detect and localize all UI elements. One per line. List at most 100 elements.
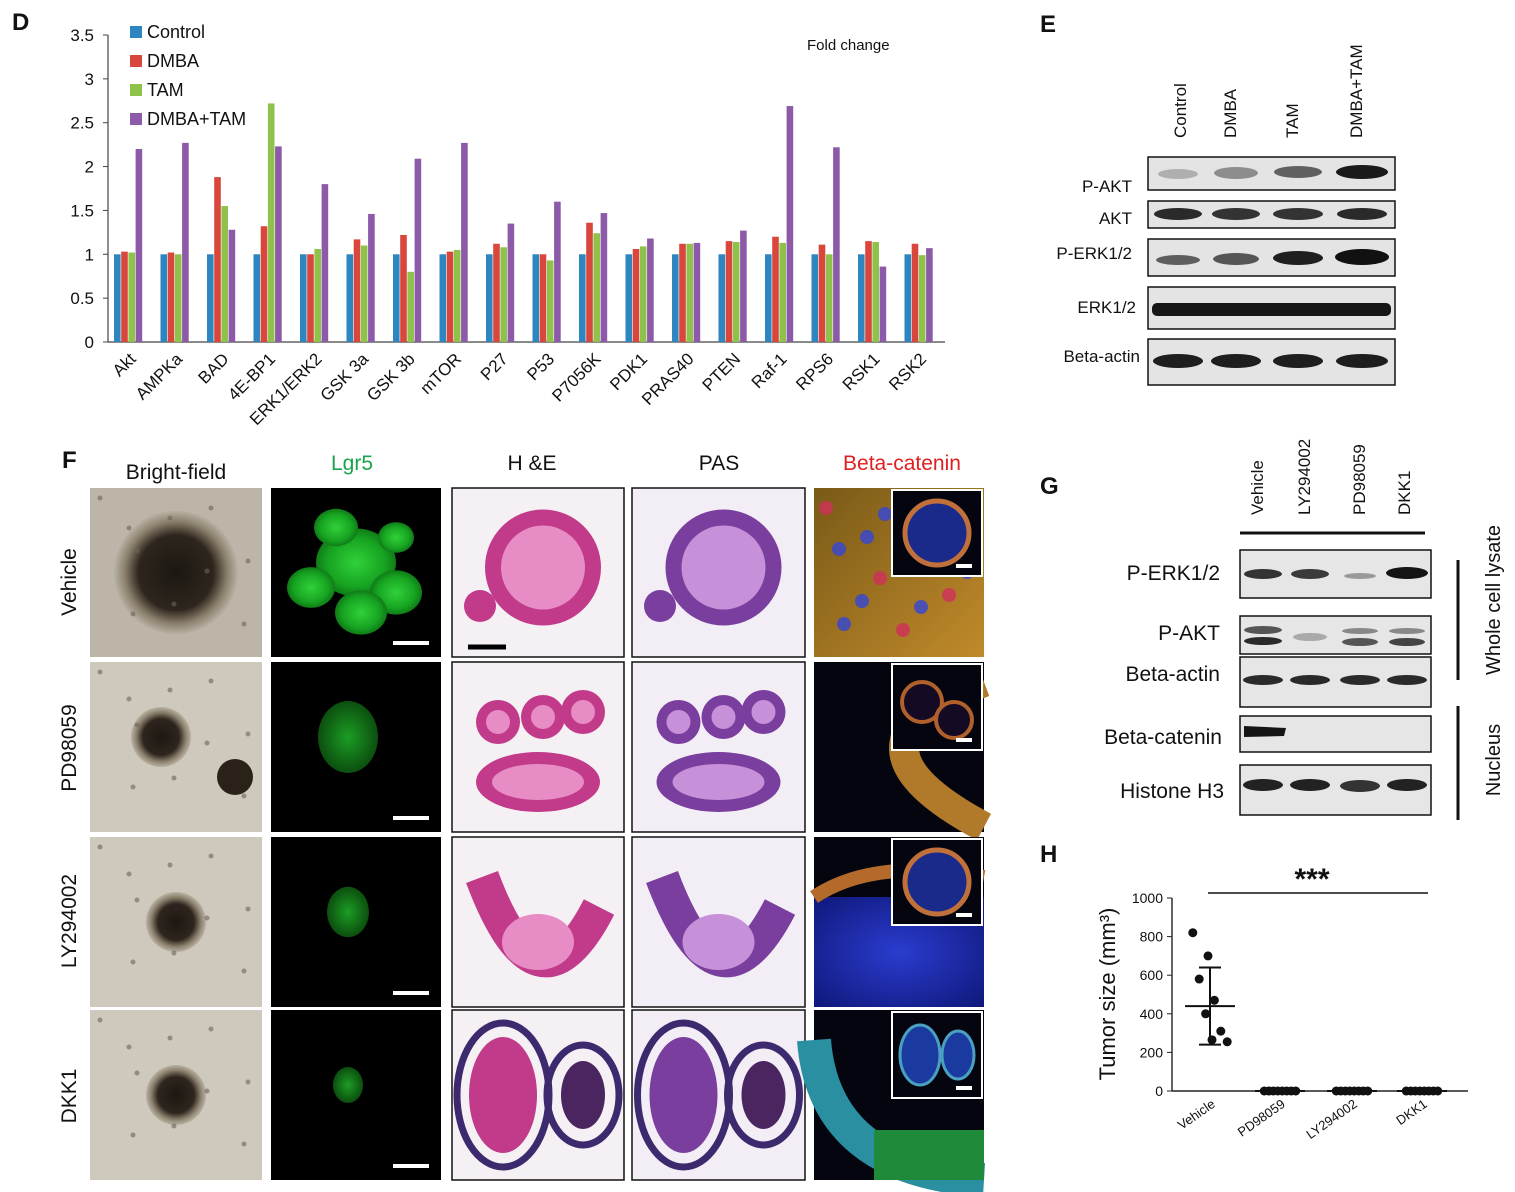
micrograph <box>271 837 441 1007</box>
y-tick-label: 1.5 <box>70 201 94 220</box>
blot-p-erk <box>1239 549 1432 599</box>
micrograph <box>814 488 984 657</box>
tumor-size-dot-plot: 1000 800 600 400 200 0 Tumor size (mm³) Vehicle… <box>1095 863 1468 1142</box>
x-tick-label: Akt <box>109 349 140 380</box>
bar <box>507 223 515 342</box>
organoid-blob <box>217 759 253 795</box>
micrograph <box>90 662 262 832</box>
blot-beta-catenin <box>1239 715 1432 753</box>
data-point <box>1207 1035 1217 1045</box>
micrograph <box>90 837 262 1007</box>
x-tick-label: PDK1 <box>606 349 651 394</box>
fluorescent-blob <box>333 1067 363 1103</box>
inset-organoid <box>898 1023 942 1087</box>
bar <box>586 222 593 342</box>
y-tick-label: 600 <box>1140 967 1164 983</box>
inset-organoid <box>900 680 944 724</box>
bar <box>872 242 879 342</box>
bar <box>307 254 314 342</box>
inset-organoid <box>934 700 974 740</box>
speck <box>134 897 140 903</box>
bar <box>686 243 693 342</box>
blot-label: P-AKT <box>1158 622 1220 645</box>
speck <box>204 568 210 574</box>
significance-label: *** <box>1294 863 1329 896</box>
tissue-lumen <box>492 764 584 800</box>
y-axis-title: Tumor size (mm³) <box>1095 908 1120 1081</box>
bar <box>865 241 872 342</box>
row-label: DKK1 <box>58 1069 81 1124</box>
bar <box>260 226 268 342</box>
tissue-lumen <box>666 710 691 734</box>
fluorescent-blob <box>335 590 387 635</box>
y-tick-label: 800 <box>1140 929 1164 945</box>
speck <box>167 1035 173 1041</box>
column-header: Beta-catenin <box>843 452 961 475</box>
fluorescent-blob <box>318 701 378 773</box>
x-tick-label: P53 <box>523 349 558 384</box>
speck <box>130 611 136 617</box>
speck <box>167 687 173 693</box>
blot-p-erk <box>1147 238 1396 277</box>
lane-label: Vehicle <box>1248 460 1267 515</box>
organoid-blob <box>146 1065 206 1125</box>
tissue-ring <box>543 1041 623 1149</box>
legend-swatch <box>130 26 142 38</box>
tissue-ring <box>724 1041 803 1149</box>
tissue-section <box>741 1061 786 1129</box>
y-tick-label: 0.5 <box>70 289 94 308</box>
bar <box>639 246 647 342</box>
column-header: H &E <box>507 452 556 475</box>
y-tick-label: 2 <box>85 158 94 177</box>
tissue-lumen <box>681 525 766 610</box>
x-tick-label: RPS6 <box>792 349 837 394</box>
micrograph <box>90 1010 262 1180</box>
column-header: Bright-field <box>126 461 226 484</box>
inset-organoid <box>902 498 972 568</box>
bar <box>160 254 168 342</box>
bar <box>786 106 794 342</box>
data-point <box>1194 974 1204 984</box>
blot-beta-actin <box>1147 338 1396 386</box>
tissue-lumen <box>711 705 736 729</box>
bar <box>300 254 307 342</box>
y-tick-label: 200 <box>1140 1044 1164 1060</box>
speck <box>130 959 136 965</box>
blot-beta-actin <box>1239 656 1432 708</box>
y-tick-label: 1 <box>85 245 94 264</box>
blot-p-akt <box>1239 615 1432 655</box>
x-tick-label: AMPKa <box>132 349 187 404</box>
speck <box>171 601 177 607</box>
x-tick-label: P27 <box>477 349 512 384</box>
blot-label: P-AKT <box>1082 177 1132 196</box>
bar <box>500 247 507 342</box>
row-label: LY294002 <box>58 874 81 968</box>
bar <box>114 254 121 342</box>
bar <box>858 254 865 342</box>
bar <box>679 243 686 342</box>
lane-label: PD98059 <box>1350 444 1369 515</box>
speck <box>97 844 103 850</box>
blot-p-akt <box>1147 156 1396 191</box>
bar <box>532 254 540 342</box>
blot-akt <box>1147 200 1396 229</box>
bar <box>446 251 454 342</box>
tissue-section <box>649 1037 718 1153</box>
bar <box>879 266 887 342</box>
nucleus <box>855 594 869 608</box>
speck <box>245 1079 251 1085</box>
bar <box>353 239 361 342</box>
speck <box>126 871 132 877</box>
legend-label: DMBA <box>147 51 199 71</box>
bar <box>811 254 819 342</box>
panel-e: E Control DMBA TAM DMBA+TAM P-AKT AKT P-… <box>1040 11 1396 386</box>
bar <box>493 243 500 342</box>
y-tick-label: 3 <box>85 70 94 89</box>
tissue-lumen <box>502 914 574 970</box>
micrograph <box>810 837 986 1007</box>
data-point <box>1203 951 1213 961</box>
speck <box>130 1132 136 1138</box>
blot-label: ERK1/2 <box>1077 298 1136 317</box>
organoid-blob <box>114 510 238 635</box>
